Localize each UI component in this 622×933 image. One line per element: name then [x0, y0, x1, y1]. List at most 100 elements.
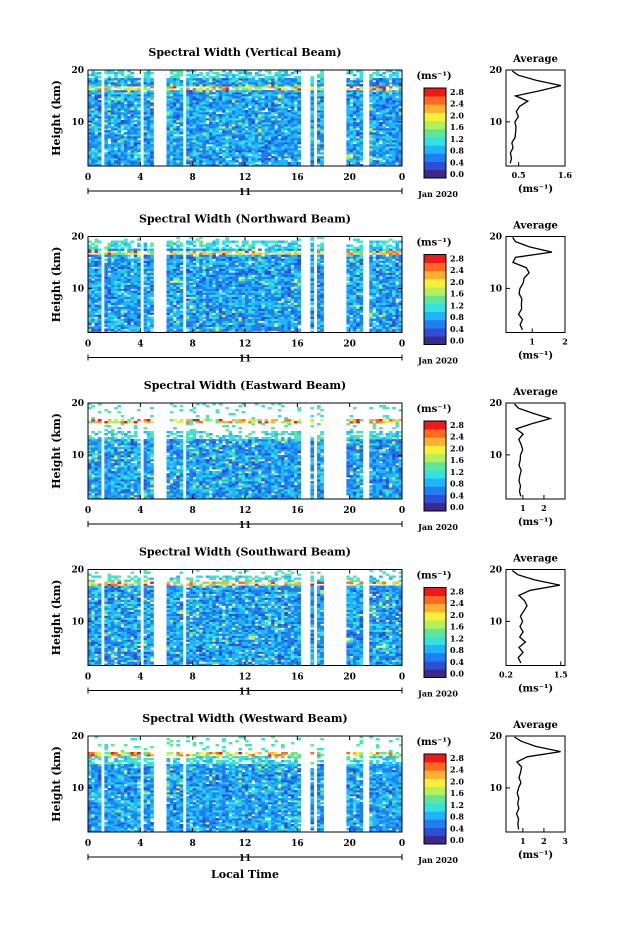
colorbar-tick-label: 0.0	[450, 336, 464, 346]
profile-y-tick-label: 10	[489, 284, 502, 294]
x-tick-label: 8	[190, 340, 196, 350]
colorbar-swatch	[424, 336, 446, 344]
x-tick-label: 4	[137, 506, 143, 516]
x-tick-label: 8	[190, 173, 196, 183]
colorbar-swatch	[424, 121, 446, 129]
x-tick-label: 8	[190, 673, 196, 683]
x-tick-label: 20	[343, 673, 356, 683]
colorbar-swatch	[424, 271, 446, 279]
colorbar-swatch	[424, 255, 446, 263]
colorbar-tick-label: 2.8	[450, 753, 464, 763]
colorbar-swatch	[424, 320, 446, 328]
colorbar-swatch	[424, 669, 446, 677]
profile-x-tick-label: 3	[562, 836, 568, 846]
day-label: 11	[239, 854, 252, 864]
x-tick-label: 20	[343, 340, 356, 350]
profile-title: Average	[512, 554, 558, 565]
x-tick-label: 16	[291, 340, 304, 350]
day-label: 11	[239, 688, 252, 698]
colorbar-swatch	[424, 645, 446, 653]
x-tick-label: 0	[399, 340, 405, 350]
colorbar-swatch	[424, 446, 446, 454]
y-tick-label: 20	[71, 566, 84, 576]
colorbar-swatch	[424, 129, 446, 137]
colorbar-swatch	[424, 454, 446, 462]
colorbar-tick-label: 2.4	[450, 265, 464, 275]
colorbar-tick-label: 2.0	[450, 776, 464, 786]
x-tick-label: 12	[239, 839, 252, 849]
x-tick-label: 20	[343, 506, 356, 516]
colorbar-tick-label: 1.2	[450, 467, 464, 477]
y-axis-label: Height (km)	[50, 746, 63, 822]
colorbar-tick-label: 1.6	[450, 122, 464, 132]
date-label: Jan 2020	[417, 689, 458, 699]
profile-x-tick-label: 0.2	[499, 670, 513, 680]
colorbar-tick-label: 2.8	[450, 420, 464, 430]
colorbar-unit-label: (ms⁻¹)	[416, 71, 451, 82]
x-tick-label: 12	[239, 506, 252, 516]
colorbar-swatch	[424, 653, 446, 661]
colorbar-swatch	[424, 170, 446, 178]
profile-y-tick-label: 10	[489, 451, 502, 461]
colorbar-unit-label: (ms⁻¹)	[416, 571, 451, 582]
colorbar-tick-label: 1.2	[450, 800, 464, 810]
colorbar-tick-label: 0.0	[450, 669, 464, 679]
colorbar-swatch	[424, 421, 446, 429]
colorbar-swatch	[424, 779, 446, 787]
colorbar-swatch	[424, 88, 446, 96]
profile-frame	[506, 237, 565, 333]
colorbar-swatch	[424, 620, 446, 628]
y-tick-label: 10	[71, 617, 84, 627]
panel-title: Spectral Width (Northward Beam)	[139, 213, 351, 226]
colorbar-swatch	[424, 828, 446, 836]
colorbar-swatch	[424, 819, 446, 827]
x-tick-label: 0	[85, 340, 91, 350]
x-tick-label: 8	[190, 839, 196, 849]
colorbar-tick-label: 2.4	[450, 765, 464, 775]
panel-title: Spectral Width (Southward Beam)	[139, 546, 351, 559]
y-tick-label: 20	[71, 233, 84, 243]
colorbar-swatch	[424, 661, 446, 669]
colorbar-tick-label: 0.8	[450, 146, 464, 156]
x-axis-title: Local Time	[211, 868, 279, 881]
colorbar-swatch	[424, 811, 446, 819]
colorbar-tick-label: 0.8	[450, 812, 464, 822]
x-tick-label: 12	[239, 173, 252, 183]
colorbar-swatch	[424, 762, 446, 770]
colorbar-tick-label: 2.0	[450, 110, 464, 120]
y-axis-label: Height (km)	[50, 413, 63, 489]
profile-x-tick-label: 2	[541, 503, 547, 513]
x-tick-label: 0	[399, 506, 405, 516]
colorbar-swatch	[424, 495, 446, 503]
colorbar-tick-label: 1.6	[450, 455, 464, 465]
profile-title: Average	[512, 387, 558, 398]
colorbar-tick-label: 2.0	[450, 610, 464, 620]
colorbar-tick-label: 0.4	[450, 823, 464, 833]
colorbar-swatch	[424, 637, 446, 645]
colorbar-swatch	[424, 145, 446, 153]
x-tick-label: 4	[137, 340, 143, 350]
colorbar-tick-label: 2.0	[450, 443, 464, 453]
day-label: 11	[239, 355, 252, 365]
x-tick-label: 20	[343, 839, 356, 849]
colorbar-swatch	[424, 104, 446, 112]
profile-x-tick-label: 0.5	[512, 170, 526, 180]
x-tick-label: 0	[85, 673, 91, 683]
profile-y-tick-label: 20	[489, 399, 502, 409]
profile-y-tick-label: 10	[489, 784, 502, 794]
colorbar-tick-label: 0.4	[450, 657, 464, 667]
profile-x-tick-label: 1	[529, 337, 535, 347]
profile-y-tick-label: 10	[489, 118, 502, 128]
colorbar-swatch	[424, 588, 446, 596]
colorbar-tick-label: 0.0	[450, 835, 464, 845]
colorbar-tick-label: 1.6	[450, 289, 464, 299]
profile-x-label: (ms⁻¹)	[518, 184, 553, 195]
panel-title: Spectral Width (Eastward Beam)	[144, 379, 346, 392]
colorbar-swatch	[424, 612, 446, 620]
heatmap-cells	[88, 70, 402, 166]
profile-x-tick-label: 1	[520, 503, 526, 513]
y-tick-label: 20	[71, 732, 84, 742]
profile-x-tick-label: 2	[541, 836, 547, 846]
